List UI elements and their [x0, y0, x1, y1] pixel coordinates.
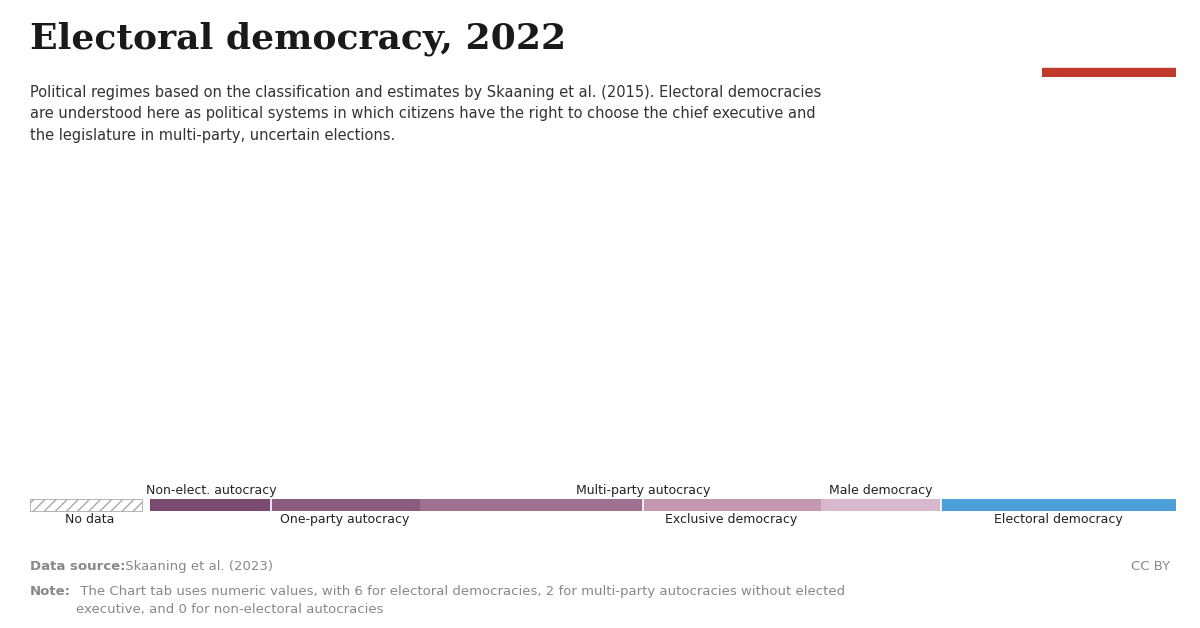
- Text: CC BY: CC BY: [1130, 560, 1170, 573]
- Bar: [30, 499, 143, 511]
- Text: The Chart tab uses numeric values, with 6 for electoral democracies, 2 for multi: The Chart tab uses numeric values, with …: [76, 585, 845, 616]
- Bar: [643, 499, 821, 511]
- Text: Data source:: Data source:: [30, 560, 126, 573]
- Text: Electoral democracy: Electoral democracy: [994, 513, 1122, 526]
- Text: Male democracy: Male democracy: [828, 484, 932, 497]
- Text: Our World
in Data: Our World in Data: [1067, 19, 1151, 55]
- Bar: [1042, 68, 1176, 77]
- Text: Multi-party autocracy: Multi-party autocracy: [576, 484, 710, 497]
- Bar: [941, 499, 1176, 511]
- Text: One-party autocracy: One-party autocracy: [281, 513, 410, 526]
- Text: Note:: Note:: [30, 585, 71, 598]
- Bar: [150, 499, 271, 511]
- Text: Non-elect. autocracy: Non-elect. autocracy: [145, 484, 276, 497]
- Text: Skaaning et al. (2023): Skaaning et al. (2023): [121, 560, 274, 573]
- Text: Electoral democracy, 2022: Electoral democracy, 2022: [30, 22, 566, 57]
- Bar: [821, 499, 941, 511]
- Text: Political regimes based on the classification and estimates by Skaaning et al. (: Political regimes based on the classific…: [30, 85, 821, 143]
- Bar: [271, 499, 420, 511]
- Text: No data: No data: [65, 513, 114, 526]
- Bar: [420, 499, 643, 511]
- Text: Exclusive democracy: Exclusive democracy: [665, 513, 798, 526]
